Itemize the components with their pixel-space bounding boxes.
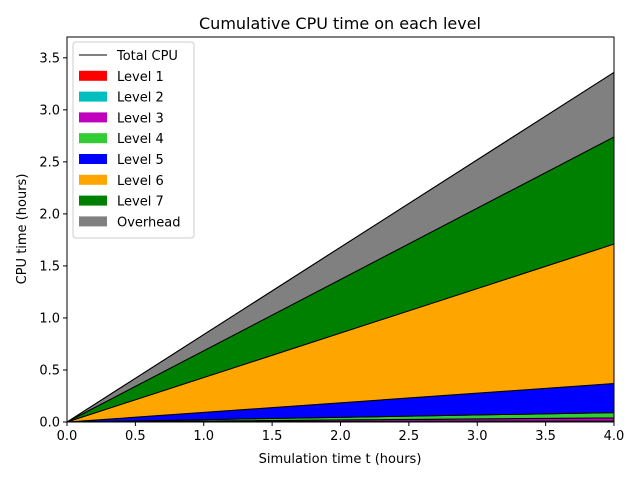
x-tick-label: 0.5 xyxy=(125,429,146,444)
legend-swatch-level-6 xyxy=(79,174,107,185)
x-tick-label: 4.0 xyxy=(604,429,625,444)
legend-label-level-6: Level 6 xyxy=(117,174,164,189)
y-tick-label: 2.5 xyxy=(39,155,60,170)
legend-label-level-1: Level 1 xyxy=(117,70,164,85)
x-tick-label: 2.5 xyxy=(399,429,420,444)
y-tick-label: 2.0 xyxy=(39,207,60,222)
y-tick-label: 3.0 xyxy=(39,103,60,118)
y-tick-label: 0.5 xyxy=(39,363,60,378)
x-axis-label: Simulation time t (hours) xyxy=(259,452,422,467)
y-tick-label: 1.0 xyxy=(39,311,60,326)
x-tick-label: 2.0 xyxy=(330,429,351,444)
legend-swatch-level-7 xyxy=(79,195,107,206)
legend-label-level-5: Level 5 xyxy=(117,153,164,168)
legend-swatch-overhead xyxy=(79,216,107,227)
legend-swatch-level-2 xyxy=(79,91,107,102)
legend-label-level-4: Level 4 xyxy=(117,132,164,147)
total-cpu-line xyxy=(66,71,615,423)
chart-title: Cumulative CPU time on each level xyxy=(199,14,481,33)
x-tick-label: 1.5 xyxy=(262,429,283,444)
legend-label-level-3: Level 3 xyxy=(117,111,164,126)
x-tick-label: 1.0 xyxy=(193,429,214,444)
x-tick-label: 3.5 xyxy=(535,429,556,444)
legend-swatch-level-1 xyxy=(79,70,107,81)
legend-label-total-cpu: Total CPU xyxy=(116,49,178,64)
x-tick-label: 3.0 xyxy=(467,429,488,444)
legend-label-level-7: Level 7 xyxy=(117,195,164,210)
x-tick-label: 0.0 xyxy=(57,429,78,444)
legend: Total CPU Level 1 Level 2 Level 3 Level 4 Lev… xyxy=(72,41,195,239)
legend-label-overhead: Overhead xyxy=(117,215,181,230)
legend-swatch-level-3 xyxy=(79,112,107,123)
legend-label-level-2: Level 2 xyxy=(117,91,164,106)
x-axis-ticks: 0.0 0.5 1.0 1.5 2.0 2.5 3.0 3.5 4.0 xyxy=(57,422,625,444)
y-axis-ticks: 0.0 0.5 1.0 1.5 2.0 2.5 3.0 3.5 xyxy=(39,51,67,431)
y-tick-label: 3.5 xyxy=(39,51,60,66)
y-axis-label: CPU time (hours) xyxy=(15,174,30,285)
legend-swatch-level-5 xyxy=(79,154,107,164)
y-tick-label: 1.5 xyxy=(39,259,60,274)
total-cpu-line-group xyxy=(66,71,615,423)
legend-box xyxy=(72,41,195,239)
legend-swatch-level-4 xyxy=(79,133,107,144)
y-tick-label: 0.0 xyxy=(39,416,60,431)
